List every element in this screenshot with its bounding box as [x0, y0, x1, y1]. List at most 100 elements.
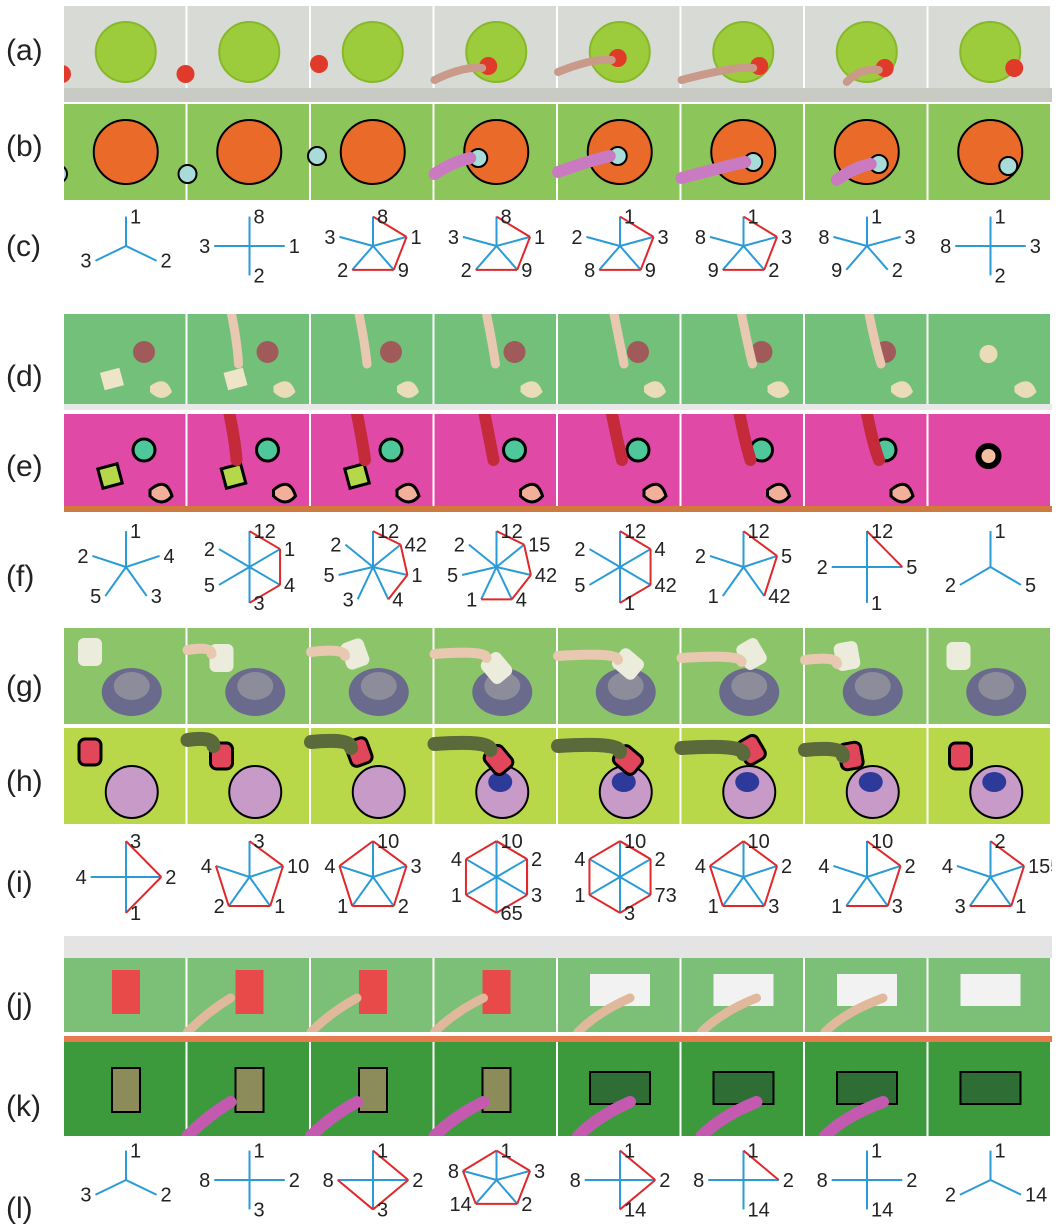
contact-edge	[392, 865, 408, 907]
node-label: 1	[130, 521, 141, 543]
graph: 10 2 3 65 1 4	[451, 831, 542, 925]
tree-edge	[866, 876, 889, 907]
frame	[798, 728, 927, 824]
node-label: 3	[531, 885, 542, 907]
node-label: 4	[392, 589, 403, 611]
graph: 8 1 2 3	[199, 207, 300, 288]
node-label: 3	[80, 251, 91, 273]
node-label: 8	[818, 227, 829, 249]
node-label: 1	[466, 589, 477, 611]
tree-edge	[125, 566, 148, 597]
label-k: (k)	[6, 1090, 41, 1123]
tree-edge	[95, 1179, 127, 1196]
node-label: 3	[534, 1161, 545, 1183]
contact-edge	[516, 1170, 531, 1205]
node-label: 14	[1025, 1185, 1047, 1207]
contact-edge	[763, 555, 779, 597]
node-label: 1	[411, 565, 422, 587]
tree-edge	[125, 1179, 157, 1196]
contact-edge	[866, 530, 903, 568]
node-label: 2	[161, 1185, 172, 1207]
contact-edge	[337, 1179, 374, 1211]
graph: 1 2 3 8	[323, 1141, 424, 1222]
frame	[311, 314, 435, 410]
contact-edge	[708, 865, 724, 907]
tree-edge	[218, 548, 251, 568]
graph: 132 14 8	[448, 1141, 545, 1216]
contact-edge	[516, 236, 531, 271]
tree-edge	[619, 245, 642, 271]
node-label: 2	[461, 260, 472, 282]
contact-edge	[495, 840, 528, 860]
node-label: 1	[995, 1141, 1006, 1163]
graph: 12 5 42 12	[695, 521, 792, 608]
label-l: (l)	[6, 1192, 33, 1225]
tree-edge	[743, 235, 778, 247]
node-label: 9	[521, 260, 532, 282]
node-label: 4	[76, 867, 87, 889]
node-label: 2	[165, 867, 176, 889]
node-label: 5	[204, 575, 215, 597]
node-label: 9	[645, 260, 656, 282]
node-label: 12	[377, 521, 399, 543]
tree-edge	[480, 566, 498, 600]
frame	[674, 728, 803, 824]
frame	[928, 6, 1052, 102]
frame	[428, 1036, 558, 1136]
node-label: 2	[254, 265, 265, 287]
tree-edge	[989, 876, 1013, 907]
frame	[64, 414, 188, 512]
node-label: 2	[995, 831, 1006, 853]
contact-edge	[338, 865, 354, 907]
node-label: 5	[781, 546, 792, 568]
node-label: 3	[199, 236, 210, 258]
frame	[176, 6, 311, 102]
tree-edge	[339, 864, 374, 878]
node-label: 3	[151, 586, 162, 608]
node-label: 12	[748, 521, 770, 543]
tree-edge	[845, 245, 868, 271]
node-label: 2	[781, 856, 792, 878]
frame	[551, 728, 680, 824]
node-label: 1	[284, 539, 295, 561]
tree-edge	[721, 566, 745, 597]
node-label: 2	[768, 260, 779, 282]
tree-edge	[475, 245, 498, 271]
tree-edge	[104, 566, 127, 597]
node-label: 3	[254, 1199, 265, 1221]
frame	[928, 314, 1052, 410]
contact-edge	[742, 840, 778, 867]
tree-edge	[351, 245, 374, 271]
frame	[681, 314, 805, 410]
node-label: 8	[323, 1170, 334, 1192]
node-label: 8	[817, 1170, 828, 1192]
tree-edge	[248, 566, 281, 586]
graph: 12 42 14 35 2	[323, 521, 426, 611]
node-label: 1	[708, 896, 719, 918]
node-label: 2	[574, 539, 585, 561]
node-label: 10	[501, 831, 523, 853]
tree-edge	[722, 245, 745, 271]
contact-edge	[619, 215, 655, 238]
tree-edge	[619, 876, 652, 896]
node-label: 4	[451, 849, 462, 871]
node-label: 8	[695, 227, 706, 249]
node-label: 4	[284, 575, 295, 597]
graph: 1 2 14 8	[693, 1141, 794, 1222]
label-e: (e)	[6, 450, 43, 483]
frame	[187, 314, 311, 410]
node-label: 1	[708, 586, 719, 608]
node-label: 10	[624, 831, 646, 853]
node-label: 2	[77, 546, 88, 568]
graph: 12 4 42 1 5 2	[574, 521, 676, 615]
graph: 12 3	[80, 207, 171, 273]
contact-edge	[372, 840, 408, 867]
contact-edge	[372, 1149, 409, 1181]
node-label: 5	[323, 565, 334, 587]
node-label: 3	[254, 831, 265, 853]
contact-edge	[338, 840, 374, 867]
row-a-frames	[64, 6, 1052, 102]
node-label: 2	[817, 557, 828, 579]
tree-edge	[495, 566, 513, 600]
